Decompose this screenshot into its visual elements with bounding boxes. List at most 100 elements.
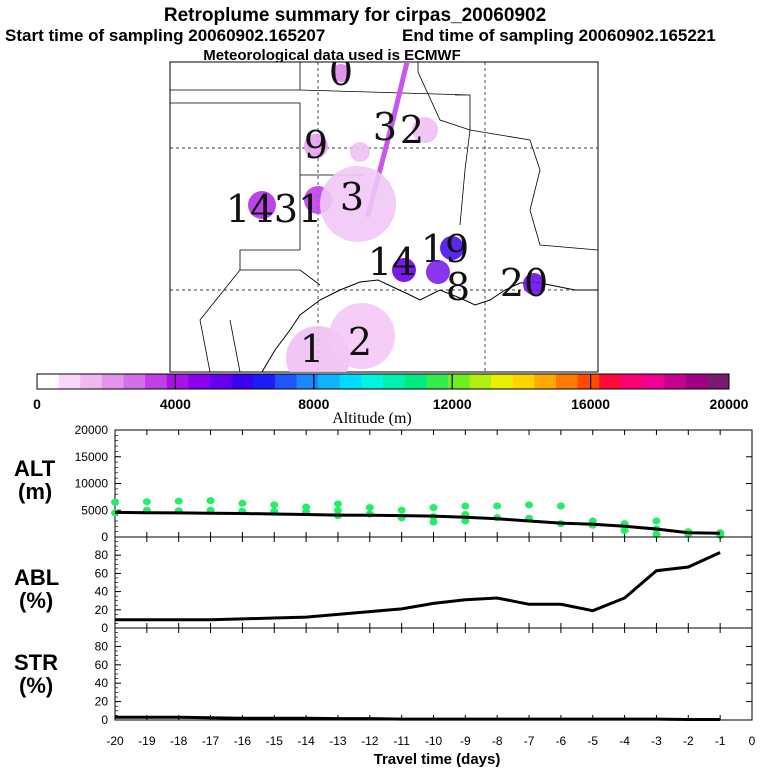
y-tick-label: 40 [95, 585, 109, 599]
alt-panel: ALT (m) [14, 456, 56, 504]
x-tick-label: -3 [651, 734, 662, 748]
y-tick-label: 20000 [75, 423, 109, 437]
y-tick-label: 10000 [75, 477, 109, 491]
trajectory-point [652, 530, 661, 538]
map-cluster: 0 [329, 50, 353, 94]
cluster-bubble [426, 260, 450, 284]
colorbar-cell [534, 374, 557, 389]
colorbar-cell [512, 374, 535, 389]
alt-plot: 20000 15000 10000 5000 0 [75, 423, 753, 544]
x-tick-label: -12 [361, 734, 379, 748]
map-panel: 0 2 9 3 14 [169, 50, 599, 373]
y-tick-label: 80 [95, 639, 109, 653]
cluster-bubble [350, 142, 370, 162]
cluster-label: 9 [304, 123, 328, 167]
colorbar-tick-label: 16000 [571, 396, 610, 412]
cluster-label: 3 [373, 105, 397, 149]
map-cluster: 2 [329, 303, 395, 369]
map-cluster: 8 [426, 260, 470, 309]
x-tick-label: -11 [393, 734, 410, 748]
map-cluster: 14 [226, 187, 276, 231]
trajectory-point [238, 499, 247, 507]
time-series-plots: 20000 15000 10000 5000 0 80 60 40 20 0 80 60 40 20 0 -2… [75, 423, 756, 748]
colorbar-cell [556, 374, 579, 389]
colorbar-cell [664, 374, 687, 389]
str-panel: STR (%) [14, 650, 58, 698]
abl-label: ABL [14, 565, 59, 590]
x-tick-label: -16 [234, 734, 252, 748]
colorbar-frame [36, 373, 730, 390]
colorbar-cell [426, 374, 449, 389]
y-tick-label: 40 [95, 676, 109, 690]
trajectory-point [142, 498, 151, 506]
colorbar-cell [447, 374, 470, 389]
x-tick-label: -5 [587, 734, 598, 748]
y-tick-label: 0 [101, 713, 108, 727]
colorbar-axis-label: Altitude (m) [332, 410, 412, 427]
colorbar-cell [274, 374, 297, 389]
cluster-label: 0 [329, 50, 353, 94]
colorbar-tick-label: 12000 [433, 396, 472, 412]
trajectory-point [174, 497, 183, 505]
cluster-label: 2 [400, 108, 424, 152]
trajectory-point [206, 497, 215, 505]
colorbar-cell [210, 374, 233, 389]
trajectory-point [302, 503, 311, 511]
map-cluster: 3 [320, 166, 396, 242]
colorbar-cell [383, 374, 406, 389]
colorbar-tick-label: 8000 [298, 396, 329, 412]
colorbar-cell [296, 374, 319, 389]
trajectory-point [493, 502, 502, 510]
cluster-bubble [440, 236, 464, 260]
map-cluster: 9 [304, 123, 328, 167]
cluster-label: 8 [446, 265, 470, 309]
map-cluster: 20 [500, 261, 548, 305]
colorbar-cell [685, 374, 708, 389]
cluster-bubble [392, 258, 416, 282]
x-tick-label: -19 [138, 734, 156, 748]
colorbar-cell [404, 374, 427, 389]
y-tick-label: 20 [95, 603, 109, 617]
state-borders [170, 62, 598, 372]
cluster-label: 14 [368, 240, 416, 284]
str-series-line [115, 715, 721, 721]
trajectory-point [461, 502, 470, 510]
x-tick-label: -1 [715, 734, 726, 748]
abl-plot: 80 60 40 20 0 [95, 536, 753, 635]
abl-panel: ABL (%) [14, 565, 59, 613]
map-clusters: 0 2 9 3 14 [226, 50, 548, 372]
alt-unit: (m) [18, 479, 52, 504]
colorbar-cell [707, 374, 730, 389]
cluster-label: 3 [340, 175, 364, 219]
colorbar-cell [58, 374, 81, 389]
cluster-label: 2 [348, 320, 372, 364]
cluster-bubble [412, 117, 438, 143]
colorbar-cell [361, 374, 384, 389]
y-tick-label: 0 [101, 621, 108, 635]
x-tick-label: 0 [749, 734, 756, 748]
x-tick-label: -13 [329, 734, 347, 748]
x-tick-label: -15 [266, 734, 284, 748]
str-plot: 80 60 40 20 0 [95, 627, 753, 727]
abl-series-line [115, 551, 721, 622]
colorbar-cell [231, 374, 254, 389]
cluster-bubble [523, 273, 545, 295]
y-tick-label: 0 [101, 530, 108, 544]
colorbar-cell [339, 374, 362, 389]
alt-series-line [114, 510, 721, 535]
x-tick-label: -9 [460, 734, 471, 748]
colorbar-tick-label: 0 [33, 396, 41, 412]
colorbar-cell [37, 374, 60, 389]
trajectory-point [525, 501, 534, 509]
x-tick-label: -2 [683, 734, 694, 748]
met-data-label: Meteorological data used is ECMWF [203, 47, 461, 64]
cluster-label: 14 [226, 187, 274, 231]
colorbar-cell [101, 374, 124, 389]
altitude-colorbar: 0 4000 8000 12000 16000 20000 Altitude (m) [33, 373, 749, 427]
x-tick-label: -20 [106, 734, 124, 748]
colorbar-cell [620, 374, 643, 389]
y-tick-label: 20 [95, 695, 109, 709]
y-tick-label: 15000 [75, 450, 109, 464]
cluster-bubble [304, 134, 328, 158]
